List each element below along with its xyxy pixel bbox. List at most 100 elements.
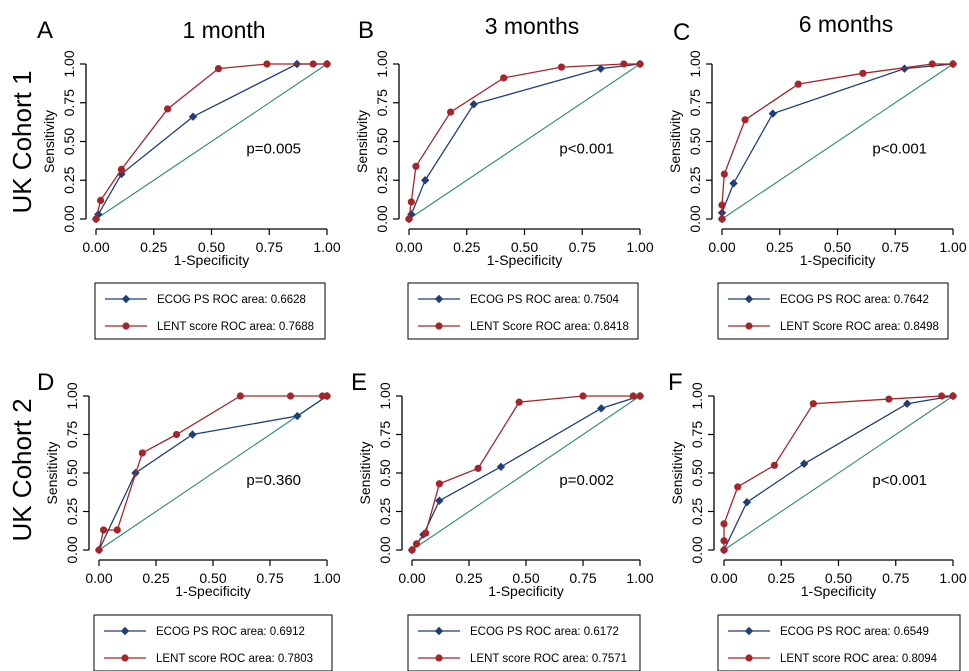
legend-entry-ecog: ECOG PS ROC area: 0.7504 bbox=[470, 294, 620, 306]
y-tick-label: 0.75 bbox=[61, 89, 77, 116]
y-tick-label: 0.25 bbox=[61, 166, 77, 193]
panel-b: B 3 months 0.00 0.25 0.50 0.75 1.00 0.00 0.25 0.5… bbox=[354, 13, 654, 340]
y-axis-label: Sensitivity bbox=[41, 110, 57, 173]
lent-point bbox=[720, 520, 728, 528]
legend-entry-ecog: ECOG PS ROC area: 0.6628 bbox=[157, 294, 306, 306]
ecog-point bbox=[496, 462, 506, 472]
panel-letter: A bbox=[37, 17, 53, 44]
lent-point bbox=[117, 165, 126, 173]
lent-point bbox=[949, 60, 957, 68]
panel-e: E 0.00 0.25 0.50 0.75 1.00 0.00 0.25 0.50 0.75 1.0… bbox=[351, 369, 654, 671]
ecog-point bbox=[469, 100, 478, 109]
legend-ecog-marker-icon bbox=[121, 294, 131, 304]
lent-point bbox=[718, 215, 726, 223]
lent-point bbox=[809, 400, 817, 408]
x-tick-label: 0.00 bbox=[710, 570, 737, 586]
y-tick-label: 0.75 bbox=[64, 421, 80, 448]
y-tick-label: 0.50 bbox=[689, 459, 705, 486]
ecog-point bbox=[435, 496, 444, 505]
lent-point bbox=[741, 116, 749, 124]
x-axis-label: 1-Specificity bbox=[174, 252, 249, 268]
lent-point bbox=[99, 526, 108, 534]
x-tick-label: 0.00 bbox=[398, 570, 425, 586]
lent-point bbox=[323, 392, 331, 400]
reference-line bbox=[721, 63, 954, 220]
y-axis-label: Sensitivity bbox=[44, 441, 60, 504]
legend-ecog-marker-icon bbox=[744, 626, 754, 636]
lent-point bbox=[214, 65, 223, 73]
x-tick-label: 1.00 bbox=[313, 239, 340, 255]
p-value-annotation: p=0.002 bbox=[559, 472, 614, 489]
ecog-point bbox=[597, 404, 606, 413]
x-tick-label: 1.00 bbox=[313, 570, 340, 586]
lent-point bbox=[500, 74, 508, 82]
x-tick-label: 0.50 bbox=[512, 570, 539, 586]
x-tick-label: 0.00 bbox=[395, 239, 422, 255]
panel-letter: F bbox=[668, 369, 683, 396]
ecog-point bbox=[900, 64, 909, 73]
x-tick-label: 0.50 bbox=[511, 239, 538, 255]
y-tick-label: 1.00 bbox=[689, 382, 705, 409]
lent-point bbox=[172, 430, 181, 439]
legend-lent-marker-icon bbox=[122, 322, 130, 330]
ecog-point bbox=[903, 399, 912, 408]
legend-lent-marker-icon bbox=[435, 322, 443, 330]
y-tick-label: 0.75 bbox=[374, 89, 390, 116]
panel-title: 3 months bbox=[485, 13, 580, 39]
x-tick-label: 0.25 bbox=[768, 570, 795, 586]
ecog-point bbox=[742, 498, 752, 507]
ecog-point bbox=[188, 112, 198, 121]
lent-point bbox=[95, 546, 103, 554]
lent-point bbox=[422, 529, 430, 537]
legend-box bbox=[407, 282, 639, 340]
ecog-point bbox=[596, 64, 605, 73]
y-tick-label: 0.00 bbox=[377, 536, 393, 563]
lent-roc-line bbox=[721, 63, 953, 219]
legend-entry-lent: LENT Score ROC area: 0.8418 bbox=[470, 321, 629, 333]
p-value-annotation: p<0.001 bbox=[872, 472, 927, 489]
x-tick-label: 0.25 bbox=[455, 570, 482, 586]
x-axis-label: 1-Specificity bbox=[175, 583, 250, 599]
y-tick-label: 0.00 bbox=[64, 536, 80, 563]
lent-point bbox=[92, 215, 100, 223]
legend: ECOG PS ROC area: 0.7642 LENT Score ROC a… bbox=[717, 282, 949, 340]
y-tick-label: 0.50 bbox=[61, 128, 77, 155]
lent-point bbox=[794, 80, 802, 88]
legend: ECOG PS ROC area: 0.6172 LENT score ROC a… bbox=[407, 614, 641, 671]
y-tick-label: 0.25 bbox=[687, 166, 703, 193]
lent-point bbox=[412, 162, 420, 170]
legend-ecog-marker-icon bbox=[434, 626, 444, 636]
lent-point bbox=[885, 395, 893, 403]
ecog-point bbox=[293, 411, 302, 421]
lent-point bbox=[720, 537, 728, 545]
y-tick-label: 1.00 bbox=[64, 382, 80, 409]
x-tick-label: 0.75 bbox=[256, 239, 283, 255]
legend-box bbox=[93, 614, 333, 671]
lent-point bbox=[579, 392, 587, 400]
panel-f: F 0.00 0.25 0.50 0.75 1.00 0.00 0.25 0.50 0.75 1.0… bbox=[668, 369, 967, 671]
x-tick-label: 1.00 bbox=[626, 570, 653, 586]
lent-point bbox=[949, 392, 957, 400]
lent-point bbox=[557, 63, 566, 71]
panel-title: 1 month bbox=[182, 17, 265, 43]
x-tick-label: 0.25 bbox=[453, 239, 480, 255]
lent-point bbox=[859, 69, 867, 77]
p-value-annotation: p<0.001 bbox=[559, 141, 614, 158]
x-tick-label: 0.75 bbox=[256, 570, 283, 586]
legend-entry-lent: LENT score ROC area: 0.8094 bbox=[780, 653, 938, 665]
lent-point bbox=[720, 546, 728, 554]
y-tick-label: 0.00 bbox=[689, 536, 705, 563]
legend-ecog-marker-icon bbox=[120, 626, 130, 636]
lent-point bbox=[138, 449, 146, 457]
y-axis-label: Sensitivity bbox=[357, 441, 373, 504]
x-tick-label: 0.50 bbox=[824, 239, 851, 255]
y-tick-label: 0.00 bbox=[374, 205, 390, 232]
p-value-annotation: p<0.001 bbox=[872, 141, 927, 158]
ecog-point bbox=[768, 109, 778, 118]
y-axis-label: Sensitivity bbox=[354, 110, 370, 173]
y-tick-label: 0.50 bbox=[687, 128, 703, 155]
reference-line bbox=[408, 63, 641, 220]
y-tick-label: 0.25 bbox=[374, 166, 390, 193]
x-axis-label: 1-Specificity bbox=[487, 252, 562, 268]
lent-point bbox=[636, 392, 644, 400]
